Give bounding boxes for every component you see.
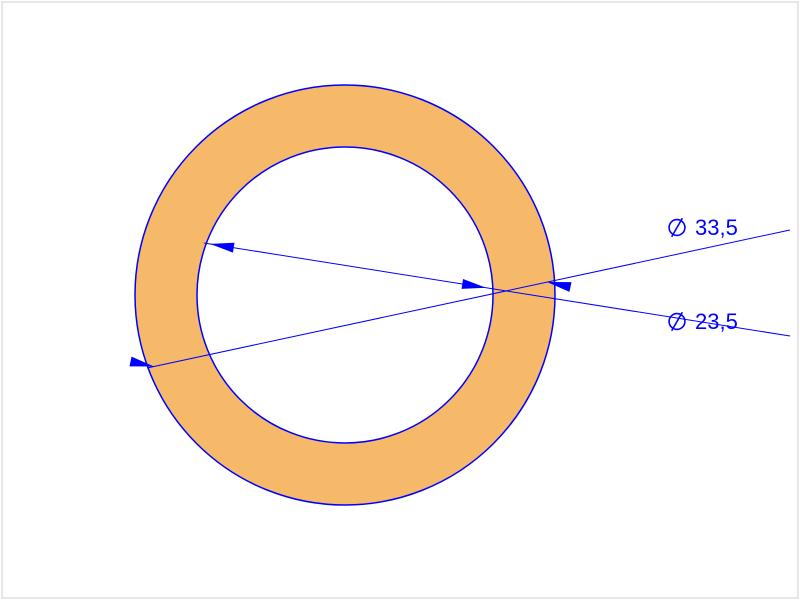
- dimension-label: 23,5: [695, 309, 738, 334]
- dimension-label: 33,5: [695, 215, 738, 240]
- diagram-canvas: 33,5 23,5: [0, 0, 800, 600]
- canvas-bg: [0, 0, 800, 600]
